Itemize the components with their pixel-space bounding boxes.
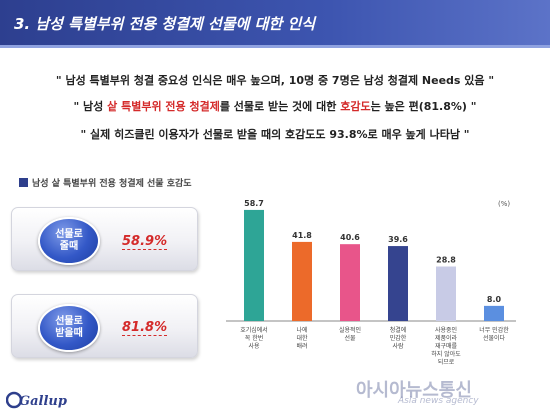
category-label: 나에 [296,326,307,334]
bar [388,246,408,321]
category-label: 재구매를 [435,342,458,350]
data-label: 41.8 [292,231,312,240]
category-label: 하지 않아도 [431,350,461,358]
stat-value-give: 58.9% [122,234,168,250]
category-label: 민감한 [390,334,407,342]
stat-label-give: 선물로 줄때 [55,229,83,252]
page-title: 3. 남성 특별부위 전용 청결제 선물에 대한 인식 [14,15,316,33]
section-title: 남성 샅 특별부위 전용 청결제 선물 호감도 [19,176,192,189]
category-label: 실용적인 [339,326,361,334]
bar [484,305,504,321]
category-label: 꼭 한번 [245,334,263,342]
bar [292,241,312,321]
watermark-sub: Asia news agency [398,396,479,406]
category-label: 호기심에서 [240,326,268,334]
category-label: 선물 [344,334,356,342]
bullet-line-3: " 실제 히즈클린 이용자가 선물로 받을 때의 호감도도 93.8%로 매우 … [80,128,470,141]
gallup-logo: Gallup [6,391,67,409]
stat-pill-receive: 선물로 받을때 [38,304,100,352]
category-label: 선물이다 [483,334,506,342]
bar [436,266,456,321]
category-label: 제품이라 [435,334,458,342]
unit-label: (%) [498,200,510,208]
bullet-2-before: " 남성 [73,100,108,113]
header-divider [0,45,550,48]
bar [340,244,360,321]
bullet-2-accent: 샅 특별부위 전용 청결제 [107,100,220,113]
section-title-text: 남성 샅 특별부위 전용 청결제 선물 호감도 [32,179,192,189]
bar [244,209,264,321]
data-label: 8.0 [487,295,502,304]
stat-value-receive: 81.8% [122,320,168,336]
category-label: 청결에 [390,326,407,334]
data-label: 39.6 [388,235,408,244]
category-label: 배려 [296,342,307,350]
section-marker-icon [19,178,28,187]
stat-label-receive: 선물로 받을때 [55,316,83,339]
category-label: 사용 [248,342,260,350]
data-label: 28.8 [436,256,456,265]
bullet-line-2: " 남성 샅 특별부위 전용 청결제를 선물로 받는 것에 대한 호감도는 높은… [0,98,550,114]
category-label: 대한 [296,334,308,342]
watermark: 아시아뉴스통신 [356,380,472,401]
category-label: 사람 [392,342,404,350]
logo-text: Gallup [19,394,67,409]
category-label: 사용중인 [435,326,457,334]
data-label: 58.7 [244,199,264,208]
bullet-2-after: 는 높은 편(81.8%) " [370,100,477,113]
bullet-line-1: " 남성 특별부위 청결 중요성 인식은 매우 높으며, 10명 중 7명은 남… [55,74,495,87]
data-label: 40.6 [340,233,360,242]
category-label: 되므로 [438,358,455,366]
bullet-2-accent-2: 호감도 [340,100,371,113]
bullet-2-middle: 를 선물로 받는 것에 대한 [219,100,341,113]
stat-pill-give: 선물로 줄때 [38,217,100,265]
category-label: 너무 민감한 [479,326,509,334]
header-bar: 3. 남성 특별부위 전용 청결제 선물에 대한 인식 [0,0,550,48]
